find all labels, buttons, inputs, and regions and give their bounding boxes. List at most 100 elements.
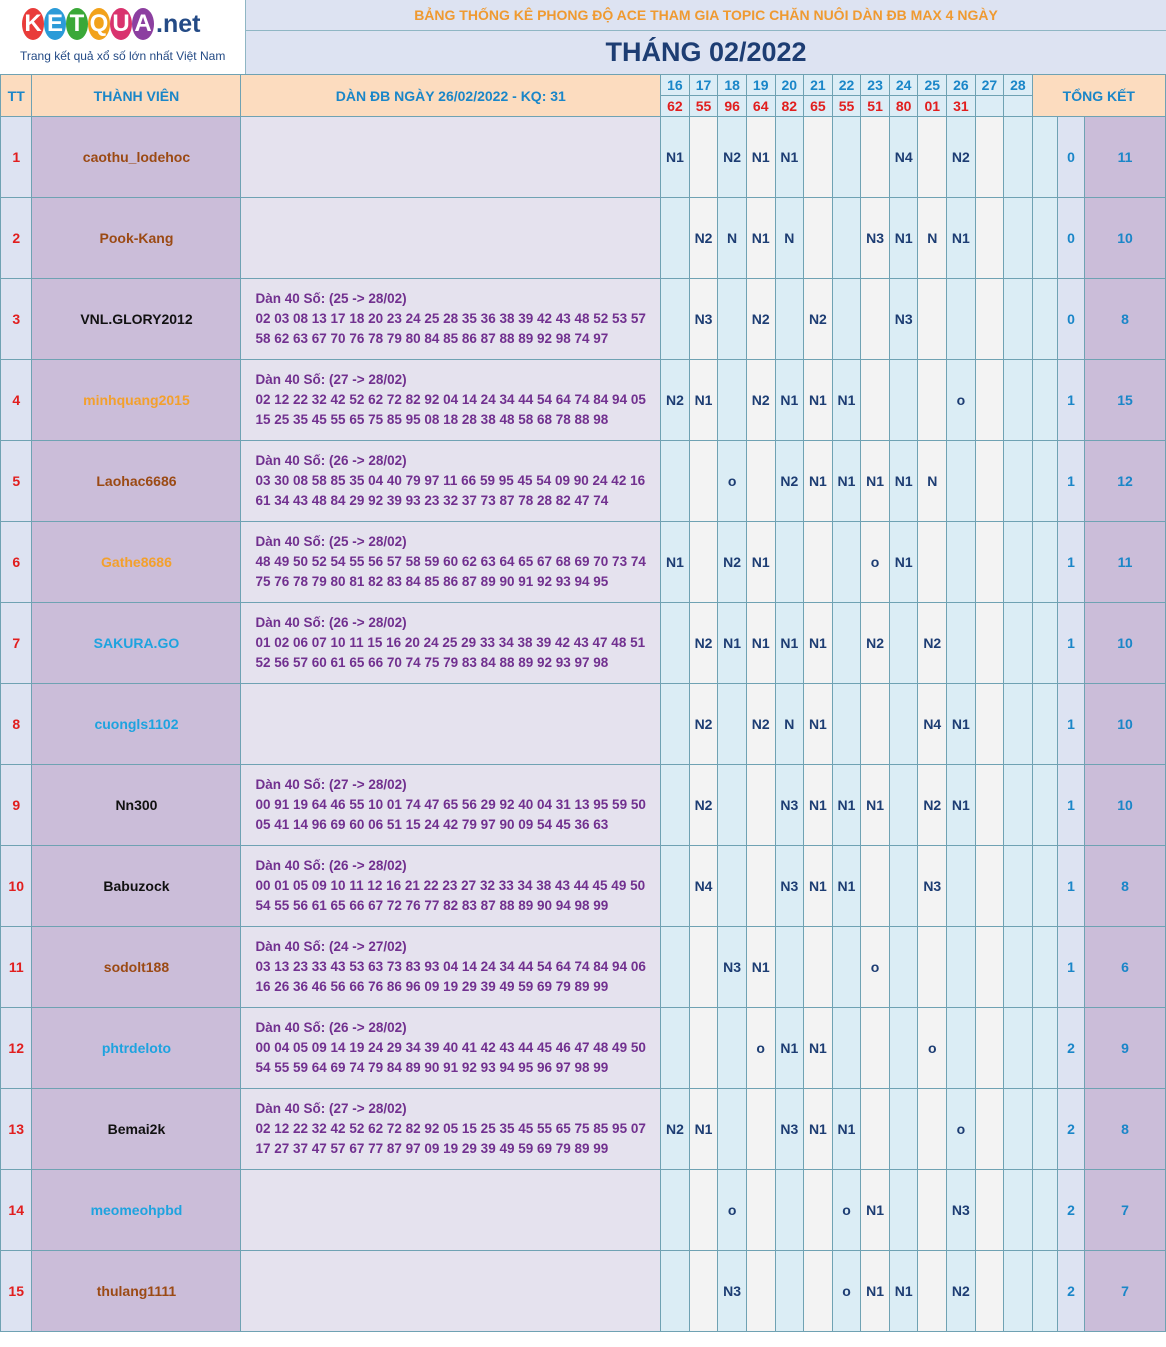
day-mark: N3 [774, 764, 805, 846]
day-mark [688, 116, 719, 198]
logo-letter: T [66, 8, 88, 40]
day-mark: N1 [774, 116, 805, 198]
day-mark: N1 [803, 602, 833, 684]
header-dan: DÀN ĐB NGÀY 26/02/2022 - KQ: 31 [240, 74, 662, 117]
day-mark [831, 521, 862, 603]
day-mark [745, 764, 776, 846]
day-mark: N1 [745, 521, 776, 603]
day-mark [660, 1169, 690, 1251]
day-mark [974, 926, 1005, 1008]
total-spacer [1031, 440, 1058, 522]
day-header: 24 [888, 74, 919, 96]
dan-cell: Dàn 40 Số: (26 -> 28/02) 01 02 06 07 10 1… [240, 602, 662, 684]
dan-title: Dàn 40 Số: (27 -> 28/02) [255, 1101, 407, 1116]
day-mark [717, 845, 747, 927]
day-mark [1003, 845, 1033, 927]
day-mark [745, 440, 776, 522]
stats-table: TT THÀNH VIÊN DÀN ĐB NGÀY 26/02/2022 - K… [0, 74, 1166, 1332]
dan-line2: 15 25 35 45 55 65 75 85 95 08 18 28 38 4… [255, 412, 609, 427]
total-spacer [1031, 1250, 1058, 1332]
total-spacer [1031, 1169, 1058, 1251]
member-name: Bemai2k [31, 1088, 242, 1170]
day-mark [946, 926, 976, 1008]
day-mark [660, 440, 690, 522]
total-spacer [1031, 926, 1058, 1008]
day-mark: N2 [717, 116, 747, 198]
day-mark: N3 [860, 197, 890, 279]
row-number: 13 [0, 1088, 33, 1170]
day-mark [717, 1088, 747, 1170]
row-number: 11 [0, 926, 33, 1008]
day-mark [917, 116, 948, 198]
total-wins: 2 [1056, 1169, 1086, 1251]
day-mark [774, 926, 805, 1008]
logo-wordmark: K E T Q U A .net [22, 8, 200, 40]
day-mark: N3 [717, 1250, 747, 1332]
dan-cell: Dàn 40 Số: (27 -> 28/02) 00 91 19 64 46 5… [240, 764, 662, 846]
table-row: 9 Nn300 Dàn 40 Số: (27 -> 28/02) 00 91 19 6… [0, 764, 1166, 846]
report-title: BẢNG THỐNG KÊ PHONG ĐỘ ACE THAM GIA TOPI… [246, 0, 1166, 31]
day-mark [660, 197, 690, 279]
day-mark [860, 1088, 890, 1170]
day-mark [888, 683, 919, 765]
day-mark [745, 1088, 776, 1170]
total-wins: 1 [1056, 602, 1086, 684]
day-header: 17 [688, 74, 719, 96]
day-mark [774, 278, 805, 360]
total-wins: 2 [1056, 1088, 1086, 1170]
dan-title: Dàn 40 Số: (27 -> 28/02) [255, 372, 407, 387]
table-row: 1 caothu_lodehoc N1 N2 N1 N1 N4 N2 0 11 [0, 116, 1166, 198]
day-mark: N [774, 197, 805, 279]
day-mark [917, 278, 948, 360]
dan-line2: 54 55 59 64 69 74 79 84 89 90 91 92 93 9… [255, 1060, 609, 1075]
total-spacer [1031, 1088, 1058, 1170]
day-mark: o [717, 440, 747, 522]
day-mark: N2 [745, 359, 776, 441]
day-mark: N1 [831, 359, 862, 441]
table-row: 10 Babuzock Dàn 40 Số: (26 -> 28/02) 00 01 … [0, 845, 1166, 927]
dan-line2: 05 41 14 96 69 60 06 51 15 24 42 79 97 9… [255, 817, 609, 832]
day-mark: o [831, 1250, 862, 1332]
day-mark [717, 764, 747, 846]
day-mark: N3 [946, 1169, 976, 1251]
day-mark: N1 [860, 440, 890, 522]
day-mark: o [745, 1007, 776, 1089]
day-mark: N3 [774, 845, 805, 927]
day-mark [1003, 359, 1033, 441]
day-mark: N1 [831, 845, 862, 927]
total-spacer [1031, 1007, 1058, 1089]
day-mark [1003, 1088, 1033, 1170]
day-mark [660, 926, 690, 1008]
day-mark [888, 1088, 919, 1170]
result-header: 82 [774, 95, 805, 117]
logo-suffix: .net [156, 9, 201, 38]
logo[interactable]: K E T Q U A .net Trang kết quả xổ số lớn nhất … [0, 0, 246, 75]
day-mark: N1 [745, 602, 776, 684]
dan-cell [240, 1250, 662, 1332]
day-mark: N1 [803, 683, 833, 765]
dan-cell [240, 197, 662, 279]
day-mark [1003, 521, 1033, 603]
dan-line1: 02 12 22 32 42 52 62 72 82 92 04 14 24 3… [255, 392, 646, 407]
total-score: 15 [1084, 359, 1166, 441]
day-mark: N1 [803, 1088, 833, 1170]
dan-cell: Dàn 40 Số: (27 -> 28/02) 02 12 22 32 42 5… [240, 359, 662, 441]
day-mark [688, 521, 719, 603]
table-row: 13 Bemai2k Dàn 40 Số: (27 -> 28/02) 02 12 2… [0, 1088, 1166, 1170]
row-number: 9 [0, 764, 33, 846]
row-number: 6 [0, 521, 33, 603]
day-mark: N4 [688, 845, 719, 927]
day-header: 26 [946, 74, 976, 96]
day-header: 22 [831, 74, 862, 96]
logo-letter: U [110, 8, 132, 40]
dan-cell [240, 683, 662, 765]
day-mark [946, 278, 976, 360]
member-name: phtrdeloto [31, 1007, 242, 1089]
day-mark [717, 683, 747, 765]
result-header: 01 [917, 95, 948, 117]
day-mark: N [774, 683, 805, 765]
member-name: thulang1111 [31, 1250, 242, 1332]
table-row: 7 SAKURA.GO Dàn 40 Số: (26 -> 28/02) 01 02 … [0, 602, 1166, 684]
day-mark: N1 [888, 197, 919, 279]
logo-letter: A [132, 8, 154, 40]
